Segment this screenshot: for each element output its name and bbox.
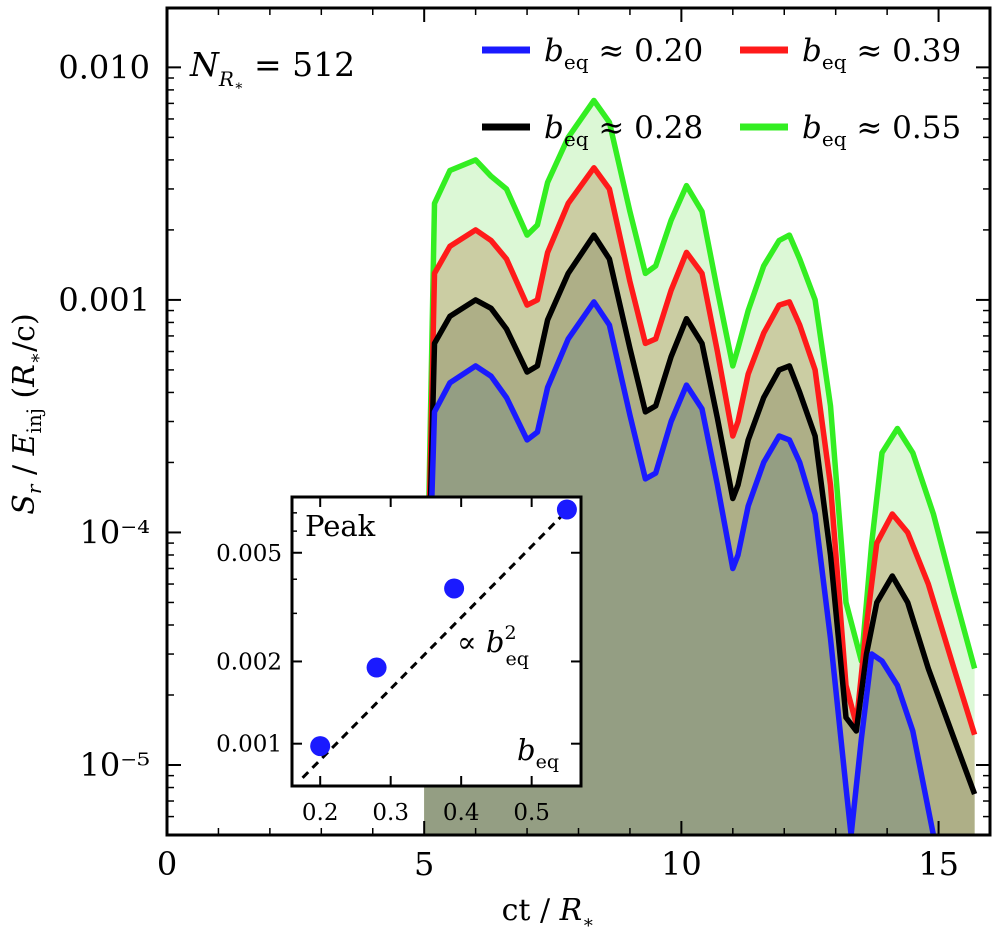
inset-x-tick-label: 0.4 (443, 800, 480, 826)
legend-label: beq ≈ 0.20 (544, 33, 703, 74)
inset-axes: 0.2 0.3 0.4 0.5 0.001 0.002 0.005 (216, 497, 581, 826)
inset-y-tick-label: 0.001 (216, 732, 282, 758)
legend-label: beq ≈ 0.39 (802, 33, 961, 74)
inset-point (366, 657, 387, 678)
inset-x-tick-label: 0.3 (372, 800, 409, 826)
x-axis-label: ct / R∗ (502, 893, 595, 933)
inset-y-tick-label: 0.002 (216, 649, 282, 675)
y-axis-label: Sr / Einj (R∗/c) (7, 313, 46, 514)
x-tick-label: 10 (661, 845, 702, 883)
inset-point (444, 578, 465, 599)
y-tick-label: 10⁻⁴ (80, 513, 150, 551)
series-line-0 (421, 97, 978, 747)
inset-title: Peak (305, 509, 376, 543)
y-tick-label: 10⁻⁵ (80, 746, 150, 784)
inset-point (310, 736, 331, 757)
series-line-2 (421, 232, 978, 796)
inset-fit-line (301, 498, 579, 779)
x-tick-label: 5 (414, 845, 434, 883)
series-line-1 (421, 165, 978, 747)
inset-x-tick-label: 0.5 (513, 800, 550, 826)
legend: beq ≈ 0.20 beq ≈ 0.39 beq ≈ 0.28 beq ≈ 0.55 (482, 33, 961, 151)
inset-x-tick-label: 0.2 (302, 800, 339, 826)
annotation-n-r: NR∗ = 512 (189, 45, 355, 94)
inset-points (310, 499, 577, 757)
x-tick-label: 0 (157, 845, 177, 883)
inset-point (556, 499, 577, 520)
x-tick-label: 15 (918, 845, 959, 883)
y-tick-label: 0.010 (58, 48, 150, 86)
legend-label: beq ≈ 0.28 (544, 110, 703, 151)
inset-y-tick-label: 0.005 (216, 541, 282, 567)
series-line-3 (421, 299, 937, 835)
legend-label: beq ≈ 0.55 (802, 110, 961, 151)
main-axes: 0 5 10 15 10⁻⁵ 10⁻⁴ 0.001 0.010 (58, 6, 992, 883)
y-tick-label: 0.001 (58, 281, 150, 319)
series-lines (421, 97, 978, 835)
inset-x-label: beq (517, 733, 559, 773)
